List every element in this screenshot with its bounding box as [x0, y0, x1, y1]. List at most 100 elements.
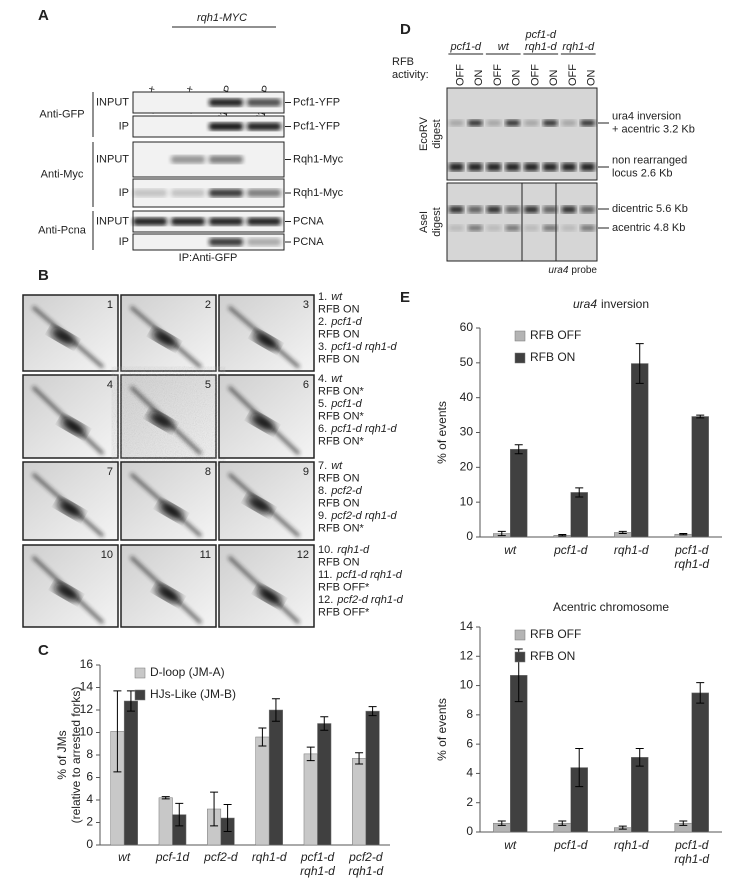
- gel-condition: RFB ON: [318, 472, 360, 484]
- band: [524, 120, 539, 126]
- error-bar: [696, 682, 705, 704]
- gel-caption: 4. wt: [318, 373, 343, 385]
- y-tick-label: 2: [86, 815, 93, 829]
- gel-index: 2.: [318, 316, 327, 328]
- gel-spot: [158, 502, 184, 520]
- antibody-label: Anti-Myc: [41, 168, 84, 180]
- lane-label: ON: [511, 69, 523, 86]
- band: [209, 238, 243, 246]
- genotype-label: pcf1-d: [524, 29, 556, 41]
- bar: [691, 692, 709, 833]
- gel-genotype: pcf1-d: [330, 316, 362, 328]
- legend-label: RFB OFF: [530, 328, 581, 342]
- y-tick-label: 12: [460, 648, 474, 662]
- gel-condition: RFB ON*: [318, 522, 365, 534]
- y-tick-label: 10: [460, 494, 474, 508]
- activity-label: RFB: [392, 56, 414, 68]
- gel: [120, 294, 217, 372]
- legend-label: RFB ON: [530, 350, 575, 364]
- gel-caption: 10. rqh1-d: [318, 544, 370, 556]
- y-axis-label: (relative to arrested forks): [69, 687, 83, 824]
- error-bar: [271, 698, 280, 722]
- y-tick-label: 8: [466, 707, 473, 721]
- gel-condition: RFB ON: [318, 303, 360, 315]
- gel-genotype: wt: [331, 291, 343, 303]
- gel-spot: [148, 411, 174, 430]
- lane-label: ON: [548, 69, 560, 86]
- y-tick-label: 16: [80, 657, 94, 671]
- band: [486, 163, 501, 171]
- band: [247, 189, 281, 197]
- gel-index: 7.: [318, 460, 327, 472]
- band: [580, 225, 595, 231]
- genotype-label: wt: [498, 41, 510, 53]
- digest-label: digest: [431, 207, 443, 236]
- band: [505, 206, 520, 213]
- band: [247, 217, 281, 226]
- gel-index: 11.: [318, 569, 332, 581]
- x-tick-label: rqh1-d: [614, 543, 649, 557]
- error-bar: [210, 791, 219, 827]
- band: [171, 155, 205, 164]
- legend-swatch: [134, 689, 146, 701]
- band: [171, 217, 205, 226]
- band: [247, 122, 281, 131]
- gel-caption: 2. pcf1-d: [318, 316, 363, 328]
- gel-index: 4.: [318, 373, 327, 385]
- gel-spot: [151, 330, 177, 348]
- error-bar: [618, 825, 627, 830]
- gel-caption: 8. pcf2-d: [318, 485, 363, 497]
- gel: [120, 544, 217, 628]
- target-label: Rqh1-Myc: [293, 187, 344, 199]
- digest-label: AseI: [418, 211, 430, 233]
- gel-number: 8: [205, 466, 211, 478]
- bar: [268, 709, 283, 846]
- bar: [365, 710, 380, 846]
- gel-index: 10.: [318, 544, 333, 556]
- gel-genotype: pcf1-d rqh1-d: [330, 423, 397, 435]
- gel: [22, 294, 119, 372]
- gel-genotype: pcf2-d rqh1-d: [336, 594, 403, 606]
- error-bar: [113, 690, 122, 773]
- activity-label: activity:: [392, 69, 429, 81]
- chart-title: Acentric chromosome: [553, 600, 669, 614]
- gel: [120, 461, 217, 541]
- gel-number: 12: [297, 549, 309, 561]
- band-label: dicentric 5.6 Kb: [612, 203, 688, 215]
- target-label: Pcf1-YFP: [293, 96, 340, 108]
- gel-caption: 5. pcf1-d: [318, 398, 363, 410]
- error-bar: [679, 820, 688, 826]
- error-bar: [368, 706, 377, 717]
- error-bar: [355, 752, 364, 765]
- panel-letter: C: [38, 642, 49, 659]
- band: [561, 225, 576, 231]
- gel-caption: 1. wt: [318, 291, 343, 303]
- gel-noise: [121, 375, 216, 458]
- bar: [123, 700, 138, 846]
- gel-condition: RFB ON: [318, 353, 360, 365]
- blot: [132, 115, 285, 138]
- gel-genotype: wt: [331, 373, 343, 385]
- band: [580, 163, 595, 171]
- group-label: rqh1-MYC: [197, 12, 247, 24]
- x-tick-label: rqh1-d: [252, 850, 287, 864]
- band: [505, 163, 520, 171]
- gel-condition: RFB OFF*: [318, 606, 370, 618]
- x-tick-label: pcf1-d: [300, 850, 335, 864]
- lane-label: OFF: [567, 64, 579, 86]
- error-bar: [618, 530, 627, 535]
- legend-label: HJs-Like (JM-B): [150, 687, 236, 701]
- x-tick-label: pcf1-d: [553, 838, 588, 852]
- y-tick-label: 30: [460, 425, 474, 439]
- band-label: acentric 4.8 Kb: [612, 222, 685, 234]
- error-bar: [558, 534, 567, 537]
- gel: [218, 294, 315, 372]
- legend-label: D-loop (JM-A): [150, 665, 225, 679]
- gel-index: 1.: [318, 291, 327, 303]
- gel-condition: RFB ON*: [318, 410, 365, 422]
- gel-spot: [53, 583, 79, 601]
- band-label: locus 2.6 Kb: [612, 167, 673, 179]
- band: [561, 163, 576, 171]
- band: [449, 163, 464, 171]
